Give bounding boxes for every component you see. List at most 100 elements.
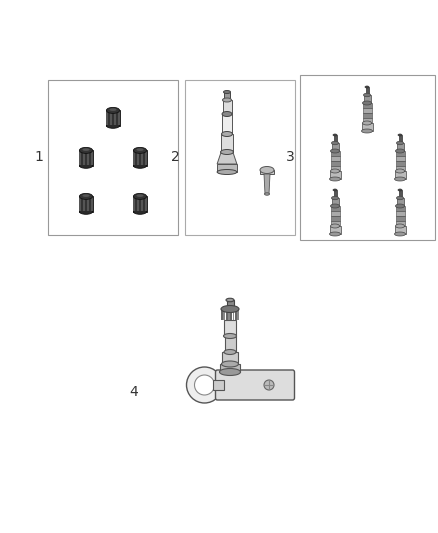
Ellipse shape xyxy=(265,193,269,195)
Ellipse shape xyxy=(331,224,339,228)
Polygon shape xyxy=(363,108,371,113)
Polygon shape xyxy=(332,198,339,206)
Polygon shape xyxy=(396,151,405,156)
Polygon shape xyxy=(79,196,92,212)
Ellipse shape xyxy=(333,134,337,136)
Ellipse shape xyxy=(134,209,147,214)
Polygon shape xyxy=(333,190,336,198)
Polygon shape xyxy=(133,150,135,165)
Circle shape xyxy=(187,367,223,403)
Ellipse shape xyxy=(332,141,339,145)
Polygon shape xyxy=(237,309,239,320)
Polygon shape xyxy=(79,150,92,166)
Polygon shape xyxy=(114,110,116,125)
Polygon shape xyxy=(396,221,405,226)
Text: 3: 3 xyxy=(286,150,295,164)
Ellipse shape xyxy=(363,101,371,105)
Polygon shape xyxy=(332,143,339,151)
Ellipse shape xyxy=(79,148,92,154)
Ellipse shape xyxy=(134,163,147,168)
Polygon shape xyxy=(106,110,108,125)
Polygon shape xyxy=(396,198,403,206)
Ellipse shape xyxy=(221,149,233,155)
Bar xyxy=(185,80,295,235)
Polygon shape xyxy=(91,196,93,211)
Polygon shape xyxy=(133,196,135,211)
Ellipse shape xyxy=(331,204,339,208)
Polygon shape xyxy=(212,380,223,390)
Ellipse shape xyxy=(331,149,339,153)
Polygon shape xyxy=(331,166,339,171)
Ellipse shape xyxy=(361,129,372,133)
Circle shape xyxy=(194,375,215,395)
Polygon shape xyxy=(141,150,143,165)
Ellipse shape xyxy=(222,361,239,367)
FancyBboxPatch shape xyxy=(215,370,294,400)
Polygon shape xyxy=(85,150,87,165)
Polygon shape xyxy=(217,152,237,164)
Ellipse shape xyxy=(398,189,402,191)
Ellipse shape xyxy=(106,123,120,128)
Polygon shape xyxy=(331,211,339,216)
Polygon shape xyxy=(139,150,141,165)
Polygon shape xyxy=(143,196,145,211)
Polygon shape xyxy=(230,309,232,320)
Ellipse shape xyxy=(333,189,337,191)
Bar xyxy=(300,75,435,240)
Polygon shape xyxy=(396,206,405,211)
Polygon shape xyxy=(396,156,405,161)
Polygon shape xyxy=(329,226,340,234)
Polygon shape xyxy=(221,134,233,152)
Bar xyxy=(48,80,178,235)
Polygon shape xyxy=(110,110,112,125)
Polygon shape xyxy=(143,150,145,165)
Ellipse shape xyxy=(365,86,369,88)
Polygon shape xyxy=(221,309,223,320)
Ellipse shape xyxy=(396,169,405,173)
Ellipse shape xyxy=(79,209,92,214)
Polygon shape xyxy=(233,309,234,320)
Polygon shape xyxy=(331,156,339,161)
Ellipse shape xyxy=(219,368,240,376)
Polygon shape xyxy=(361,123,372,131)
Polygon shape xyxy=(79,150,81,165)
Polygon shape xyxy=(396,143,403,151)
Polygon shape xyxy=(139,196,141,211)
Polygon shape xyxy=(223,100,232,114)
Polygon shape xyxy=(87,150,89,165)
Polygon shape xyxy=(217,164,237,172)
Polygon shape xyxy=(223,309,225,320)
Ellipse shape xyxy=(396,149,405,153)
Ellipse shape xyxy=(224,350,236,354)
Polygon shape xyxy=(89,150,91,165)
Polygon shape xyxy=(396,166,405,171)
Polygon shape xyxy=(399,190,402,198)
Ellipse shape xyxy=(398,134,402,136)
Polygon shape xyxy=(260,170,274,174)
Ellipse shape xyxy=(82,148,90,151)
Polygon shape xyxy=(112,110,114,125)
Ellipse shape xyxy=(364,93,371,97)
Polygon shape xyxy=(224,92,230,100)
Ellipse shape xyxy=(223,98,232,102)
Polygon shape xyxy=(141,196,143,211)
Polygon shape xyxy=(331,151,339,156)
Polygon shape xyxy=(222,114,232,134)
Ellipse shape xyxy=(396,224,405,228)
Ellipse shape xyxy=(395,232,406,236)
Ellipse shape xyxy=(332,196,339,200)
Ellipse shape xyxy=(222,132,233,136)
Polygon shape xyxy=(222,352,238,364)
Polygon shape xyxy=(264,174,270,194)
Polygon shape xyxy=(399,135,402,143)
Polygon shape xyxy=(396,216,405,221)
Polygon shape xyxy=(364,95,371,103)
Polygon shape xyxy=(395,171,406,179)
Polygon shape xyxy=(145,196,147,211)
Polygon shape xyxy=(225,336,236,352)
Polygon shape xyxy=(363,103,371,108)
Polygon shape xyxy=(137,150,139,165)
Polygon shape xyxy=(235,309,237,320)
Polygon shape xyxy=(331,161,339,166)
Text: 2: 2 xyxy=(171,150,180,164)
